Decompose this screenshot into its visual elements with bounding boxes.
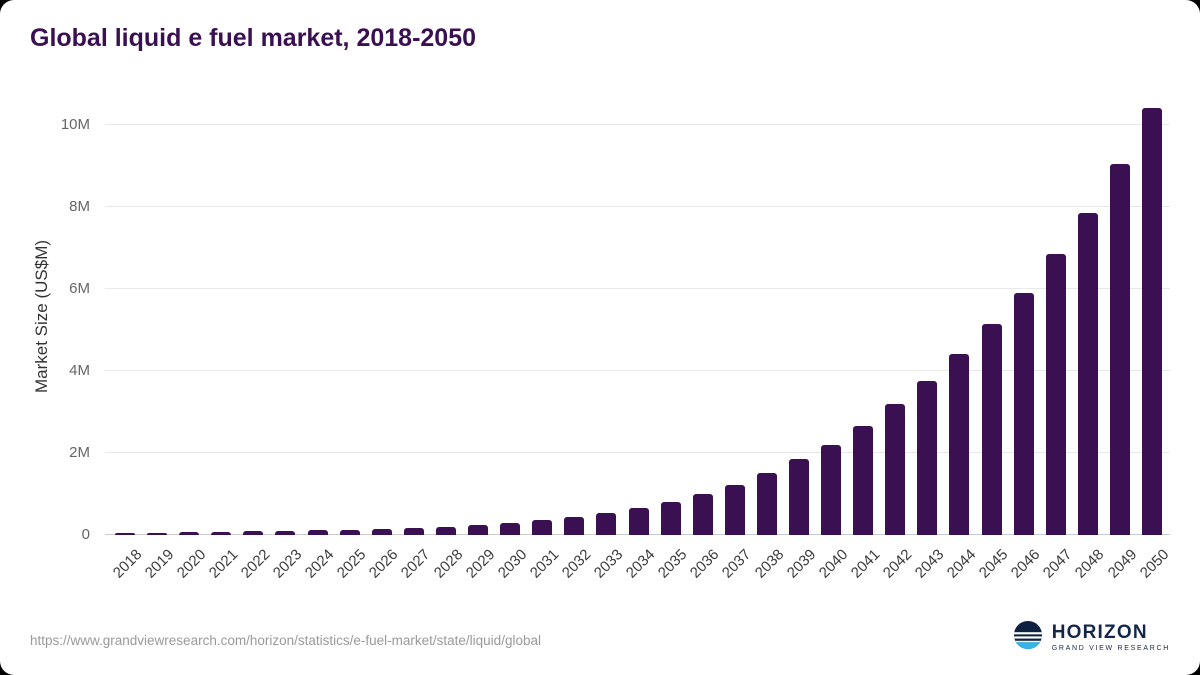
x-tick-label: 2035 [654,546,691,582]
x-tick-label: 2030 [494,546,531,582]
y-tick-label: 4M [69,361,90,379]
bar-2019 [147,532,168,535]
y-tick-label: 8M [69,197,90,215]
bar-2020 [179,532,200,535]
x-tick-label: 2025 [334,546,370,582]
bar-2034 [628,507,649,535]
y-tick-label: 2M [69,443,90,461]
x-tick-label: 2032 [558,546,595,582]
bar-2050 [1142,108,1162,535]
bar-2023 [275,530,296,535]
y-tick-label: 0 [81,526,90,543]
x-tick-label: 2021 [205,546,242,582]
x-labels: 2018 2019 2020 2021 2022 2023 2024 2025 2026 2027… [105,538,1173,600]
bar-2018 [115,532,135,535]
bar-2025 [339,529,360,535]
brand-logo: HORIZON GRAND VIEW RESEARCH [1013,620,1170,655]
bar-2027 [403,528,424,535]
bar-2049 [1109,163,1130,535]
bar-2038 [756,473,777,535]
plot-area: 0 2M 4M 6M 8M 10M [61,100,1170,543]
x-tick-label: 2028 [430,546,466,582]
bar-2045 [981,323,1002,535]
x-tick-label: 2029 [462,546,499,582]
x-tick-label: 2047 [1040,546,1076,582]
bar-2044 [949,354,970,535]
bar-2029 [468,525,489,535]
x-tick-label: 2022 [237,546,274,582]
bar-2046 [1013,292,1034,535]
gridline-6M [105,287,1170,289]
bar-2021 [211,531,232,535]
x-tick-label: 2040 [815,546,852,582]
x-tick-label: 2031 [526,546,563,582]
x-tick-label: 2027 [398,546,434,582]
x-tick-label: 2044 [943,546,980,582]
brand-name: HORIZON [1051,622,1148,643]
bar-2043 [917,381,938,535]
bar-2040 [821,444,842,535]
bar-2022 [243,531,264,535]
gridline-4M [105,369,1170,371]
bar-2036 [692,493,713,535]
x-tick-label: 2033 [590,546,627,582]
chart-title: Global liquid e fuel market, 2018-2050 [30,24,477,52]
bar-2028 [435,526,456,535]
bar-2031 [532,520,553,535]
x-tick-label: 2024 [301,546,338,582]
x-tick-label: 2023 [269,546,306,582]
x-tick-label: 2043 [911,546,948,582]
gridline-8M [105,205,1170,207]
bar-2033 [596,512,617,535]
bar-2039 [788,459,809,535]
bar-2026 [371,528,392,535]
bar-2048 [1077,212,1098,535]
bar-2030 [500,523,521,535]
x-tick-label: 2036 [687,546,723,582]
y-tick-label: 6M [69,279,90,297]
horizon-logo-icon [1013,620,1043,655]
x-tick-label: 2042 [879,546,916,582]
x-tick-label: 2050 [1136,546,1173,582]
x-tick-label: 2018 [109,546,146,582]
bar-2032 [564,516,585,535]
x-tick-label: 2020 [173,546,210,582]
x-tick-label: 2034 [622,546,659,582]
bar-2035 [660,501,681,535]
x-tick-label: 2026 [366,546,402,582]
bar-2037 [724,484,745,535]
x-tick-label: 2041 [847,546,884,582]
x-tick-label: 2038 [751,546,787,582]
brand-subtitle: GRAND VIEW RESEARCH [1051,645,1170,652]
source-url: https://www.grandviewresearch.com/horizo… [30,633,541,648]
bar-2041 [853,426,874,535]
x-tick-label: 2046 [1008,546,1044,582]
x-tick-label: 2045 [975,546,1012,582]
bar-2047 [1045,253,1066,535]
bar-2042 [885,403,906,535]
y-tick-label: 10M [60,115,90,133]
x-tick-label: 2019 [141,546,178,582]
bar-2024 [307,530,328,535]
x-tick-label: 2048 [1072,546,1108,582]
x-tick-label: 2049 [1104,546,1140,582]
x-tick-label: 2039 [783,546,819,582]
bars [105,100,1170,535]
gridline-10M [105,123,1170,125]
x-tick-label: 2037 [719,546,755,582]
brand-logo-text: HORIZON GRAND VIEW RESEARCH [1052,623,1170,652]
gridline-2M [105,451,1170,453]
